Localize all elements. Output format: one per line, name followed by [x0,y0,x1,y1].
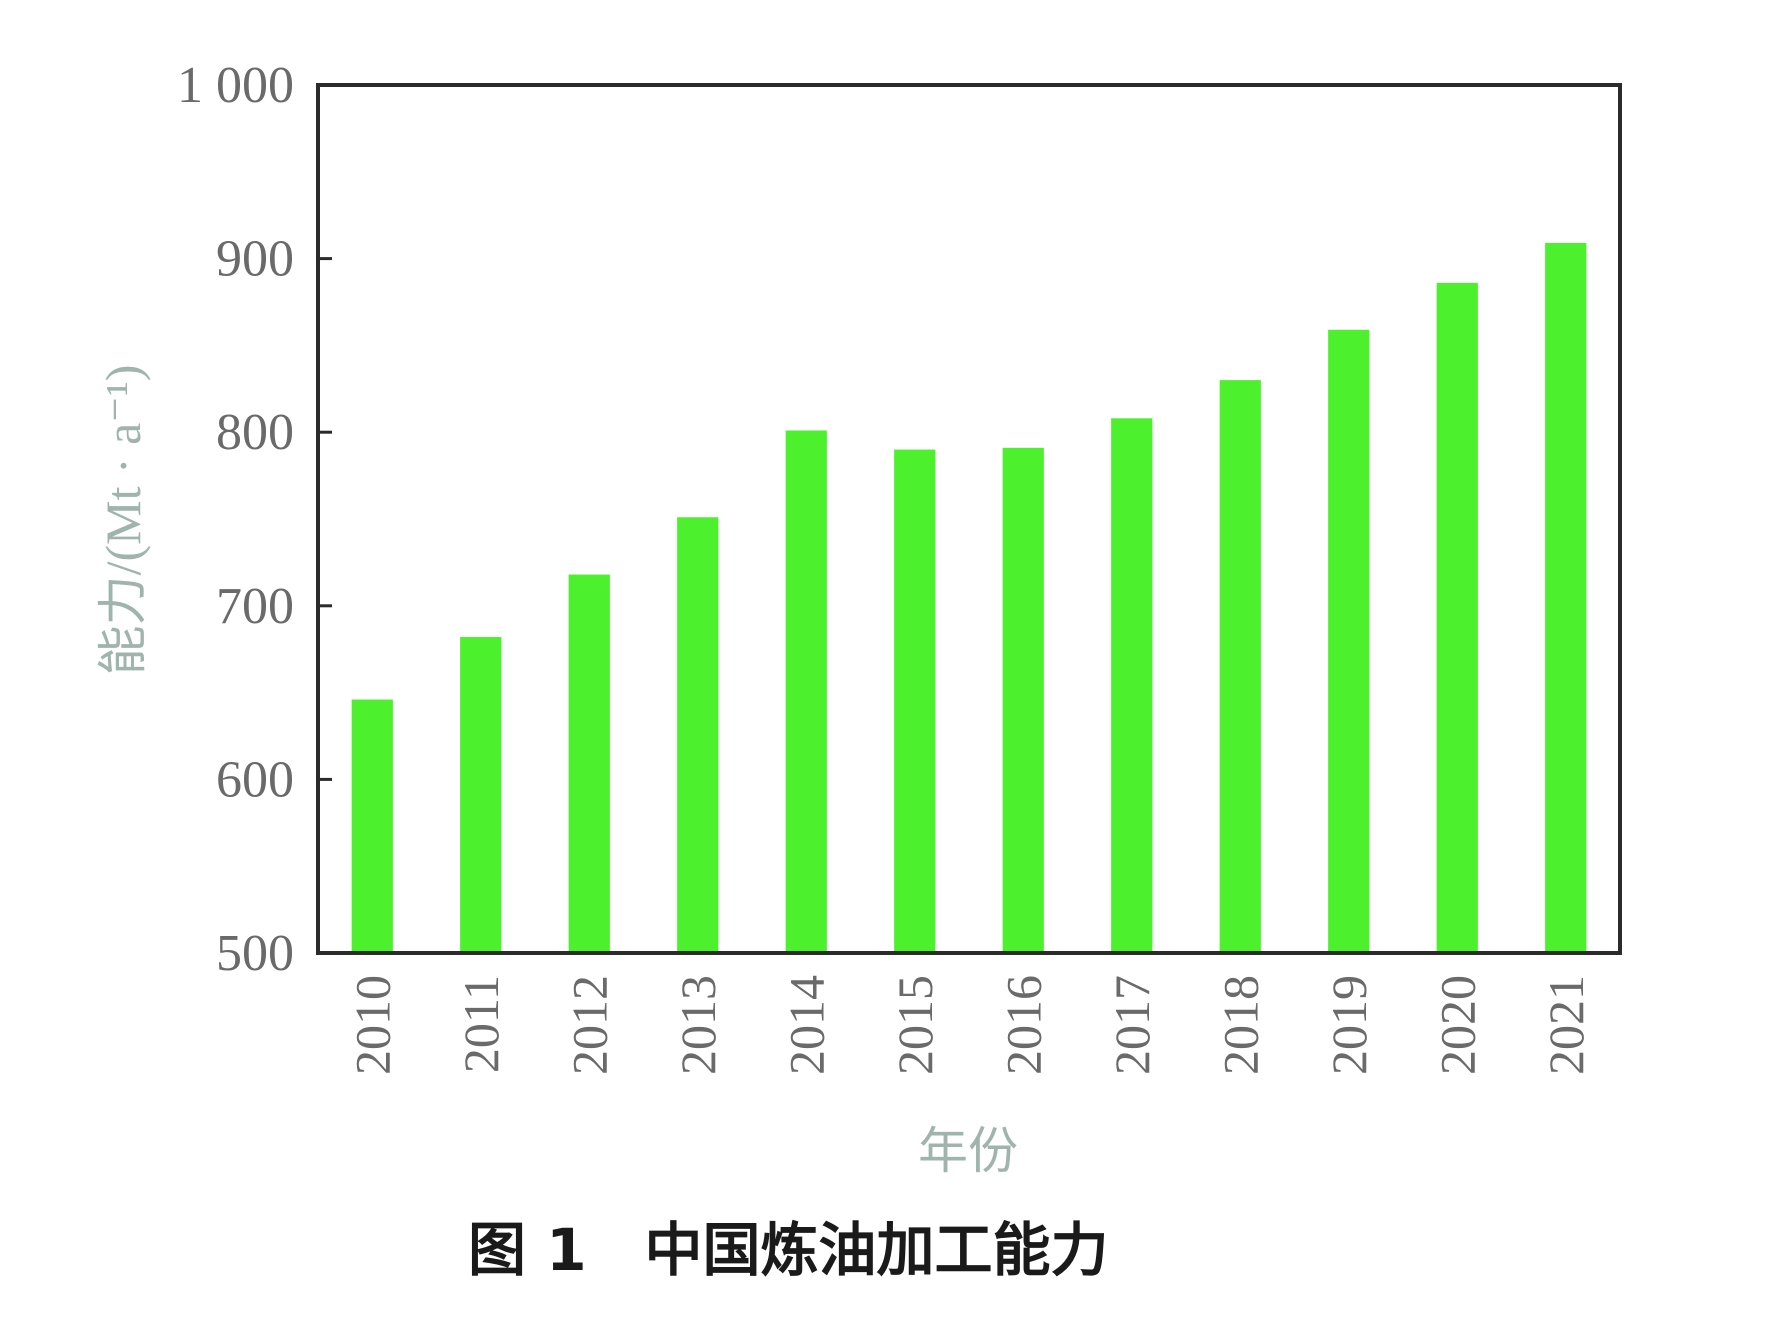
y-tick-label: 1 000 [177,57,294,114]
bar-2014 [785,430,827,951]
y-tick-label: 500 [216,925,294,982]
y-axis-title: 能力/(Mt · a⁻¹) [95,365,151,676]
x-tick-label-2020: 2020 [1429,975,1485,1075]
x-tick-label-2017: 2017 [1104,975,1160,1075]
figure-caption: 图 1 中国炼油加工能力 [468,1216,1109,1284]
y-axis: 500 600 700 800 900 1 000 [177,57,332,982]
x-tick-label-2021: 2021 [1538,975,1594,1075]
x-tick-label-2011: 2011 [453,975,509,1073]
y-tick-label: 800 [216,404,294,461]
y-tick-label: 900 [216,231,294,288]
x-tick-label-2019: 2019 [1321,975,1377,1075]
plot-frame [316,83,1622,955]
x-tick-label-2010: 2010 [344,975,400,1075]
x-tick-label-2013: 2013 [670,975,726,1075]
bar-2013 [677,517,719,951]
bar-2015 [894,449,936,951]
x-axis: 2010 2011 2012 2013 2014 2015 2016 2017 2018 2019… [344,975,1594,1075]
bars-group [351,242,1587,951]
bar-2020 [1436,282,1478,951]
y-tick-label: 700 [216,578,294,635]
bar-2016 [1002,447,1044,951]
y-tick-label: 600 [216,751,294,808]
bar-2011 [460,637,502,951]
bar-2017 [1111,418,1153,951]
bar-2019 [1328,329,1370,951]
bar-2021 [1545,242,1587,951]
x-tick-label-2018: 2018 [1212,975,1268,1075]
bar-2018 [1219,380,1261,951]
x-tick-label-2012: 2012 [561,975,617,1075]
x-tick-label-2016: 2016 [995,975,1051,1075]
bar-2010 [351,699,393,951]
x-axis-title: 年份 [918,1123,1018,1179]
x-tick-label-2014: 2014 [778,975,834,1075]
x-tick-label-2015: 2015 [887,975,943,1075]
bar-2012 [568,574,610,951]
